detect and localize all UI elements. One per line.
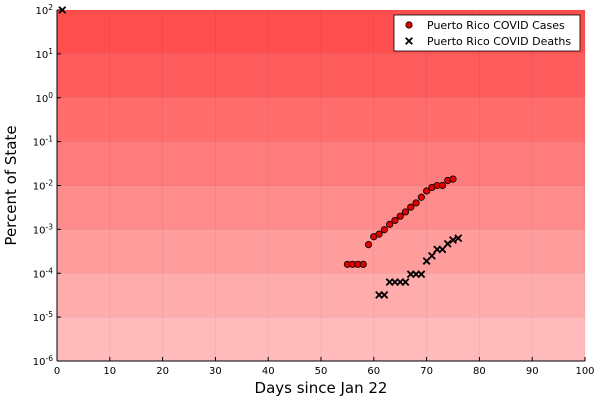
x-tick-label: 50	[315, 366, 328, 377]
background-band	[57, 97, 585, 142]
x-tick-label: 10	[103, 366, 116, 377]
x-tick-label: 70	[420, 366, 433, 377]
background-band	[57, 273, 585, 318]
case-point	[449, 175, 457, 183]
case-point	[417, 193, 425, 201]
x-tick-label: 100	[575, 366, 594, 377]
case-point	[364, 240, 373, 249]
death-point	[380, 291, 389, 299]
x-tick-label: 80	[473, 366, 486, 377]
case-point	[422, 187, 431, 195]
case-point	[359, 260, 367, 268]
legend-box	[393, 14, 581, 52]
series-cases	[343, 175, 457, 268]
x-tick-label: 90	[526, 366, 539, 377]
x-tick-label: 0	[54, 366, 60, 377]
y-tick-label: 10-2	[33, 179, 53, 193]
background-band	[57, 229, 585, 274]
background-band	[57, 53, 585, 98]
case-point	[375, 230, 383, 238]
series-deaths	[58, 6, 463, 299]
legend-label: Puerto Rico COVID Deaths	[427, 35, 571, 48]
background-bands	[57, 10, 585, 361]
y-axis-label: Percent of State	[2, 125, 20, 245]
death-point	[58, 6, 67, 14]
case-point	[412, 199, 420, 207]
y-tick-label: 10-1	[33, 135, 53, 149]
y-tick-label: 102	[35, 3, 53, 17]
y-tick-label: 10-5	[33, 310, 53, 324]
case-point	[391, 216, 399, 225]
death-point	[454, 234, 463, 243]
case-point	[401, 208, 410, 216]
death-point	[427, 251, 436, 260]
death-point	[417, 270, 426, 279]
y-tick-label: 10-3	[33, 222, 53, 236]
death-point	[443, 239, 452, 248]
legend-label: Puerto Rico COVID Cases	[427, 19, 565, 32]
x-tick-label: 60	[367, 366, 380, 377]
background-band	[57, 185, 585, 230]
y-tick-label: 101	[35, 47, 53, 61]
y-tick-label: 10-4	[33, 266, 53, 280]
x-tick-label: 40	[262, 366, 275, 377]
x-axis-label: Days since Jan 22	[255, 379, 388, 397]
background-band	[57, 317, 585, 361]
y-tick-label: 100	[35, 91, 53, 105]
y-tick-label: 10-6	[33, 354, 53, 368]
case-point	[386, 220, 394, 228]
case-point	[396, 212, 404, 220]
case-point	[380, 226, 388, 234]
case-point	[438, 181, 447, 190]
death-point	[449, 236, 457, 245]
x-tick-label: 30	[209, 366, 222, 377]
x-tick-label: 20	[156, 366, 169, 377]
death-point	[401, 278, 410, 286]
case-point	[407, 203, 415, 211]
ticks: 0 10 20 30 40 50 60 70 80 90 100 10-6 10-5 10-4 10-3 10…	[33, 3, 595, 377]
background-band	[57, 141, 585, 186]
plot-data	[58, 6, 463, 299]
legend-marker	[405, 21, 413, 29]
legend-marker	[405, 37, 413, 45]
legend: Puerto Rico COVID Cases Puerto Rico COVID…	[393, 14, 581, 52]
